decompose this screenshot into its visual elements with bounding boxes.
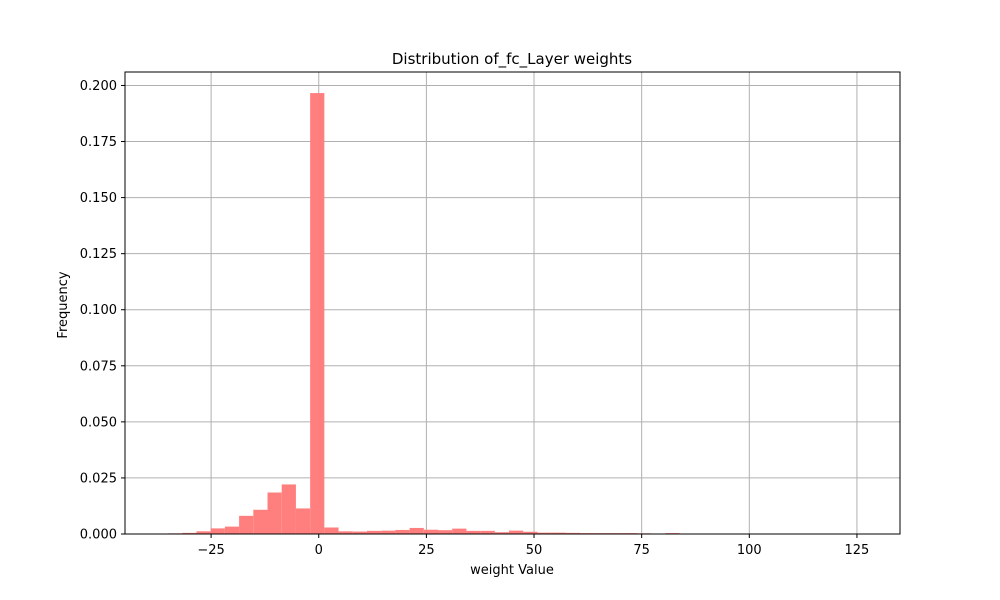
histogram-bars bbox=[168, 93, 808, 535]
histogram-bar bbox=[438, 530, 453, 534]
histogram-bar bbox=[366, 530, 382, 534]
histogram-bar bbox=[338, 531, 353, 534]
y-tick-label: 0.175 bbox=[80, 135, 117, 150]
x-tick-label: 25 bbox=[418, 543, 435, 558]
histogram-bar bbox=[196, 531, 211, 534]
histogram-bar bbox=[537, 532, 552, 534]
plot-frame bbox=[124, 71, 901, 535]
x-tick-label: 0 bbox=[315, 543, 323, 558]
histogram-bar bbox=[395, 529, 410, 534]
histogram-bar bbox=[253, 509, 268, 534]
histogram-bar bbox=[452, 528, 467, 534]
histogram-bar bbox=[381, 530, 396, 534]
histogram-bar bbox=[409, 527, 424, 534]
histogram-bar bbox=[551, 532, 566, 534]
histogram-bar bbox=[210, 528, 225, 534]
y-axis-title: Frequency bbox=[56, 271, 71, 338]
histogram-bar bbox=[182, 532, 197, 534]
histogram-bar bbox=[466, 530, 481, 534]
histogram-bar bbox=[509, 530, 524, 534]
histogram-bar bbox=[423, 529, 439, 534]
y-tick-label: 0.075 bbox=[80, 359, 117, 374]
histogram-bar bbox=[480, 530, 495, 534]
y-tick-label: 0.050 bbox=[80, 415, 117, 430]
histogram-bar bbox=[281, 484, 296, 534]
histogram-bar bbox=[565, 532, 581, 534]
histogram-bar bbox=[352, 531, 367, 534]
histogram-bar bbox=[324, 527, 339, 534]
histogram-bar bbox=[295, 508, 311, 534]
x-axis-title: weight Value bbox=[470, 563, 554, 578]
grid-lines bbox=[125, 72, 900, 535]
x-tick-label: 75 bbox=[633, 543, 650, 558]
histogram-bar bbox=[310, 93, 325, 535]
y-axis-ticks: 0.000 0.025 0.050 0.075 0.100 0.125 0.150 0.175… bbox=[80, 79, 125, 543]
y-tick-label: 0.025 bbox=[80, 471, 117, 486]
histogram-bar bbox=[523, 531, 538, 534]
x-tick-label: 125 bbox=[845, 543, 870, 558]
histogram-bar bbox=[239, 515, 254, 534]
y-tick-label: 0.150 bbox=[80, 191, 117, 206]
y-tick-label: 0.000 bbox=[80, 528, 117, 543]
y-tick-label: 0.100 bbox=[80, 303, 117, 318]
histogram-bar bbox=[267, 492, 282, 534]
histogram-bar bbox=[494, 532, 510, 534]
x-axis-ticks: −25 0 25 50 75 100 125 bbox=[197, 534, 869, 558]
x-tick-label: −25 bbox=[197, 543, 224, 558]
histogram-bar bbox=[224, 526, 240, 534]
y-tick-label: 0.200 bbox=[80, 79, 117, 94]
chart-title: Distribution of_fc_Layer weights bbox=[392, 50, 632, 69]
x-tick-label: 50 bbox=[526, 543, 543, 558]
y-tick-label: 0.125 bbox=[80, 247, 117, 262]
x-tick-label: 100 bbox=[737, 543, 762, 558]
